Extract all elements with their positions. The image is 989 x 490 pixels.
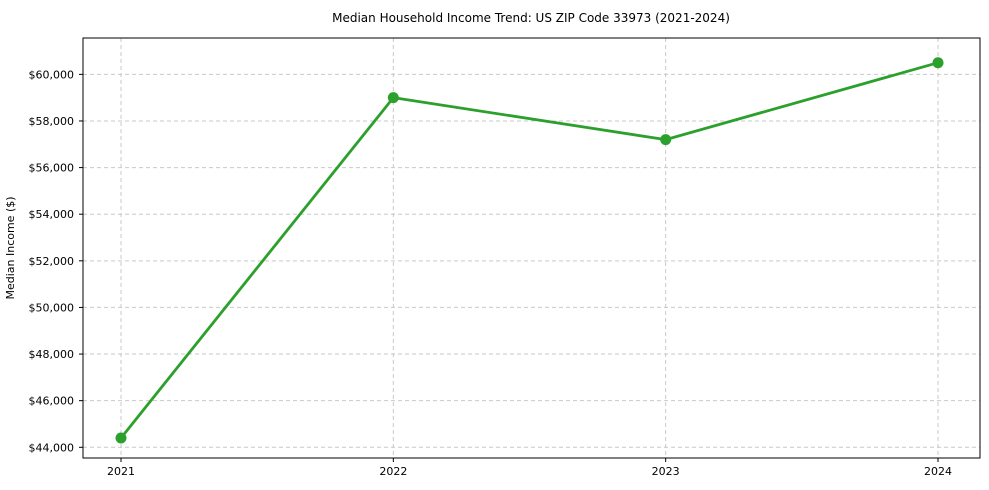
y-tick-label: $60,000 [29,68,75,81]
data-point [932,57,944,69]
y-axis-label: Median Income ($) [4,196,17,299]
y-tick-label: $56,000 [29,162,75,175]
y-tick-label: $50,000 [29,301,75,314]
data-point [115,432,127,444]
data-point [387,92,399,104]
chart-layers: $44,000 $46,000 $48,000 $50,000 $52,000 $54,0… [29,37,981,478]
plot-border [82,37,981,459]
y-tick-label: $48,000 [29,348,75,361]
y-tick-label: $58,000 [29,115,75,128]
x-tick-label: 2021 [107,465,135,478]
y-tick-label: $52,000 [29,255,75,268]
x-tick-label: 2024 [924,465,952,478]
y-tick-label: $46,000 [29,395,75,408]
x-tick-label: 2023 [652,465,680,478]
y-tick-label: $54,000 [29,208,75,221]
y-tick-label: $44,000 [29,441,75,454]
data-point [660,134,672,146]
income-trend-line [119,61,940,440]
chart-title: Median Household Income Trend: US ZIP Co… [332,11,730,25]
x-tick-label: 2022 [379,465,407,478]
